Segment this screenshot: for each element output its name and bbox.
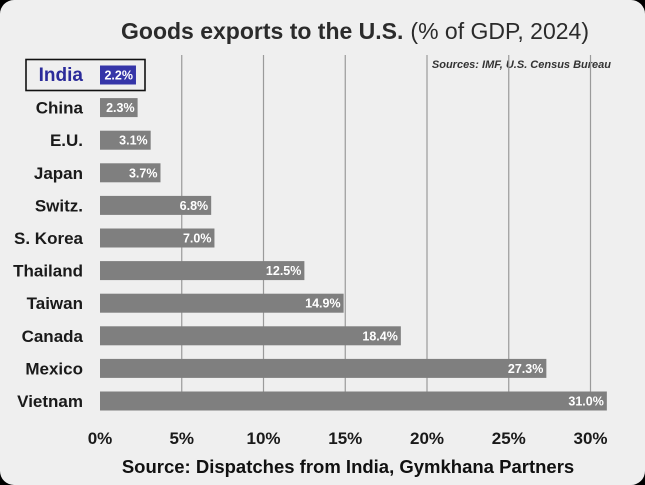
bar-switz- <box>100 195 212 215</box>
category-label: Japan <box>34 164 83 183</box>
category-label: Switz. <box>35 196 83 215</box>
footer-source: Source: Dispatches from India, Gymkhana … <box>122 456 574 477</box>
bar-japan <box>100 163 161 183</box>
category-label: S. Korea <box>14 229 84 248</box>
bar-value-label: 3.7% <box>129 166 158 180</box>
bar-taiwan <box>100 293 344 313</box>
bar-value-label: 31.0% <box>568 395 603 409</box>
bar-s-korea <box>100 228 215 248</box>
category-label: Taiwan <box>27 294 83 313</box>
bar-vietnam <box>100 391 607 411</box>
bar-canada <box>100 326 401 346</box>
sources-note: Sources: IMF, U.S. Census Bureau <box>432 59 611 71</box>
chart-title-main: Goods exports to the U.S. <box>121 18 403 44</box>
bar-mexico <box>100 358 547 378</box>
bar-value-label: 27.3% <box>508 362 543 376</box>
category-label: Canada <box>22 327 84 346</box>
x-tick-label: 10% <box>246 429 280 448</box>
bars: 2.2% 2.3% 3.1% 3.7% 6.8% 7.0% 12.5% 14.9% 18.4% 2… <box>100 65 607 411</box>
x-axis-ticks: 0% 5% 10% 15% 20% 25% 30% <box>88 429 608 448</box>
category-label: Thailand <box>13 262 83 281</box>
bar-value-label: 2.3% <box>106 101 135 115</box>
bar-value-label: 12.5% <box>266 264 301 278</box>
bar-value-label: 7.0% <box>183 232 212 246</box>
bar-value-label: 3.1% <box>119 134 148 148</box>
bar-value-label: 6.8% <box>180 199 209 213</box>
category-label: India <box>39 65 84 86</box>
category-label: Mexico <box>25 359 83 378</box>
highlight-box <box>25 58 146 92</box>
x-tick-label: 20% <box>410 429 444 448</box>
x-tick-label: 15% <box>328 429 362 448</box>
category-label: E.U. <box>50 131 83 150</box>
x-tick-label: 30% <box>573 429 607 448</box>
category-labels: India China E.U. Japan Switz. S. Korea Thailan… <box>13 58 146 411</box>
bar-india <box>100 65 136 85</box>
x-tick-label: 5% <box>169 429 194 448</box>
bar-china <box>100 98 138 118</box>
bar-e-u- <box>100 130 151 150</box>
x-tick-label: 0% <box>88 429 113 448</box>
gridlines <box>181 55 592 408</box>
bar-thailand <box>100 261 305 281</box>
bar-value-label: 18.4% <box>362 329 397 343</box>
x-tick-label: 25% <box>492 429 526 448</box>
category-label: China <box>36 99 84 118</box>
chart-title: Goods exports to the U.S. (% of GDP, 2024… <box>121 18 589 44</box>
bar-value-label: 2.2% <box>104 69 133 83</box>
chart-subtitle: (% of GDP, 2024) <box>410 18 589 44</box>
category-label: Vietnam <box>17 392 83 411</box>
bar-value-label: 14.9% <box>305 297 340 311</box>
